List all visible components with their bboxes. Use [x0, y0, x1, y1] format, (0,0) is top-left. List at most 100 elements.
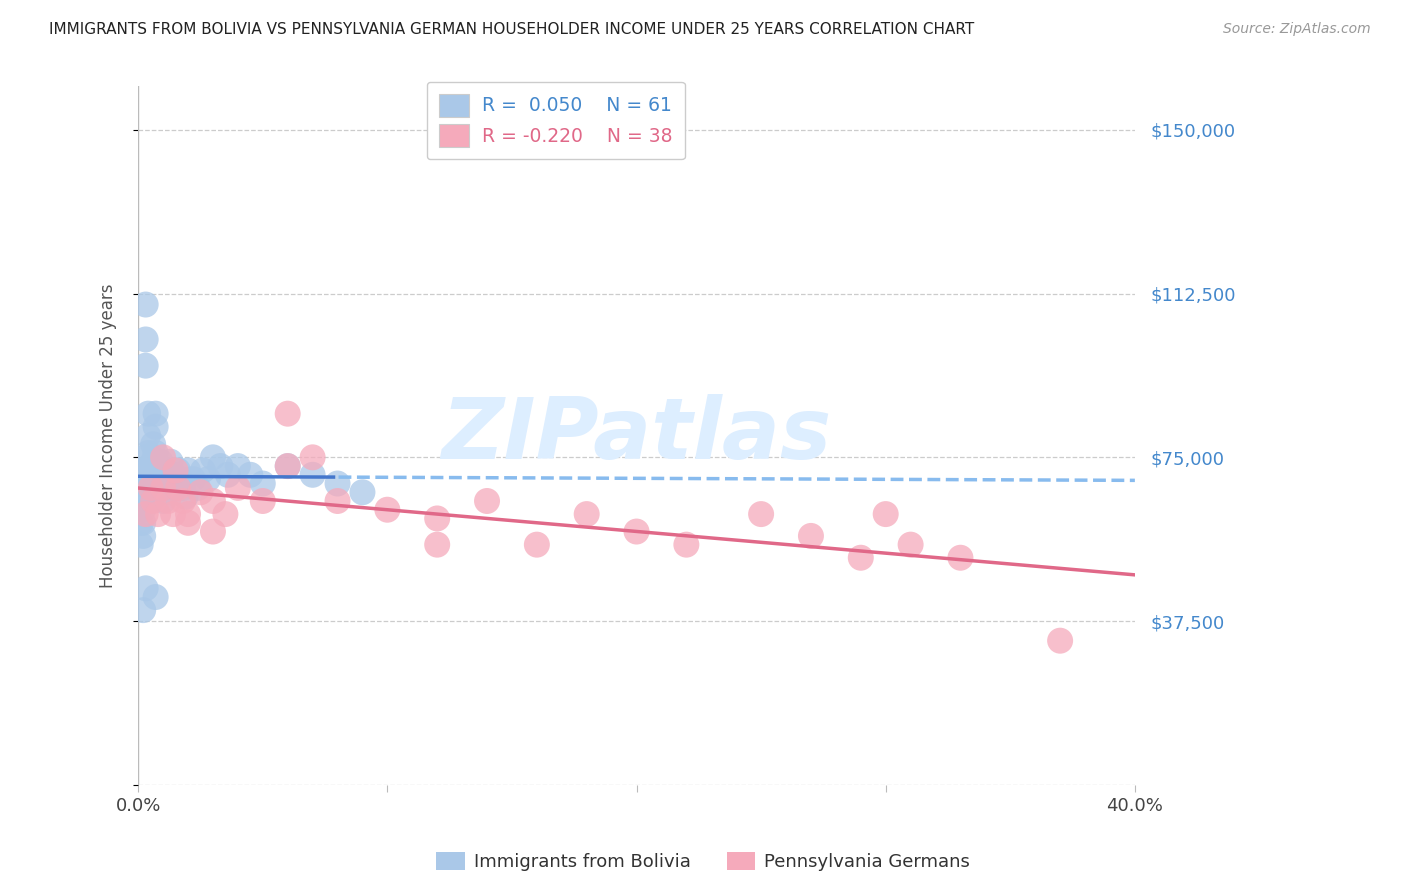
Point — [132, 490, 155, 504]
Point — [301, 450, 323, 465]
Point — [326, 476, 349, 491]
Point — [1049, 633, 1071, 648]
Point — [949, 550, 972, 565]
Point — [177, 516, 200, 530]
Point — [149, 472, 172, 486]
Point — [626, 524, 648, 539]
Point — [352, 485, 374, 500]
Point — [132, 603, 155, 617]
Point — [526, 538, 548, 552]
Point — [152, 494, 174, 508]
Point — [132, 502, 155, 516]
Point — [201, 450, 224, 465]
Point — [152, 450, 174, 465]
Point — [135, 507, 157, 521]
Point — [377, 502, 399, 516]
Point — [146, 507, 169, 521]
Point — [197, 472, 219, 486]
Point — [157, 494, 180, 508]
Point — [177, 507, 200, 521]
Point — [239, 467, 262, 482]
Point — [145, 590, 167, 604]
Point — [201, 494, 224, 508]
Point — [426, 538, 449, 552]
Point — [167, 463, 190, 477]
Y-axis label: Householder Income Under 25 years: Householder Income Under 25 years — [100, 284, 117, 588]
Point — [129, 538, 152, 552]
Point — [277, 458, 299, 473]
Point — [136, 446, 159, 460]
Point — [190, 485, 212, 500]
Point — [136, 472, 159, 486]
Point — [174, 490, 197, 504]
Text: ZIPatlas: ZIPatlas — [441, 394, 832, 477]
Point — [214, 507, 236, 521]
Point — [157, 485, 180, 500]
Point — [201, 524, 224, 539]
Point — [177, 463, 200, 477]
Point — [172, 494, 194, 508]
Point — [142, 437, 165, 451]
Point — [135, 582, 157, 596]
Point — [875, 507, 897, 521]
Point — [145, 407, 167, 421]
Point — [849, 550, 872, 565]
Point — [169, 472, 191, 486]
Point — [129, 516, 152, 530]
Point — [129, 463, 152, 477]
Point — [426, 511, 449, 525]
Point — [136, 407, 159, 421]
Point — [142, 472, 165, 486]
Point — [132, 516, 155, 530]
Point — [675, 538, 697, 552]
Point — [326, 494, 349, 508]
Point — [129, 494, 152, 508]
Point — [162, 507, 184, 521]
Point — [749, 507, 772, 521]
Point — [146, 463, 169, 477]
Text: Source: ZipAtlas.com: Source: ZipAtlas.com — [1223, 22, 1371, 37]
Text: IMMIGRANTS FROM BOLIVIA VS PENNSYLVANIA GERMAN HOUSEHOLDER INCOME UNDER 25 YEARS: IMMIGRANTS FROM BOLIVIA VS PENNSYLVANIA … — [49, 22, 974, 37]
Point — [135, 297, 157, 311]
Point — [475, 494, 498, 508]
Point — [226, 481, 249, 495]
Point — [252, 494, 274, 508]
Point — [135, 359, 157, 373]
Point — [135, 333, 157, 347]
Point — [145, 419, 167, 434]
Point — [132, 472, 155, 486]
Point — [146, 481, 169, 495]
Point — [149, 455, 172, 469]
Legend: R =  0.050    N = 61, R = -0.220    N = 38: R = 0.050 N = 61, R = -0.220 N = 38 — [426, 82, 685, 160]
Point — [135, 450, 157, 465]
Point — [187, 481, 209, 495]
Point — [301, 467, 323, 482]
Point — [167, 481, 190, 495]
Point — [157, 472, 180, 486]
Point — [142, 494, 165, 508]
Point — [900, 538, 922, 552]
Point — [132, 529, 155, 543]
Point — [159, 455, 181, 469]
Point — [165, 463, 187, 477]
Point — [155, 463, 177, 477]
Point — [165, 481, 187, 495]
Point — [209, 458, 232, 473]
Point — [252, 476, 274, 491]
Point — [172, 481, 194, 495]
Point — [152, 481, 174, 495]
Point — [277, 458, 299, 473]
Point — [217, 467, 239, 482]
Point — [162, 467, 184, 482]
Legend: Immigrants from Bolivia, Pennsylvania Germans: Immigrants from Bolivia, Pennsylvania Ge… — [429, 845, 977, 879]
Point — [800, 529, 823, 543]
Point — [139, 494, 162, 508]
Point — [575, 507, 598, 521]
Point — [145, 446, 167, 460]
Point — [139, 458, 162, 473]
Point — [142, 455, 165, 469]
Point — [139, 481, 162, 495]
Point — [129, 481, 152, 495]
Point — [277, 407, 299, 421]
Point — [139, 481, 162, 495]
